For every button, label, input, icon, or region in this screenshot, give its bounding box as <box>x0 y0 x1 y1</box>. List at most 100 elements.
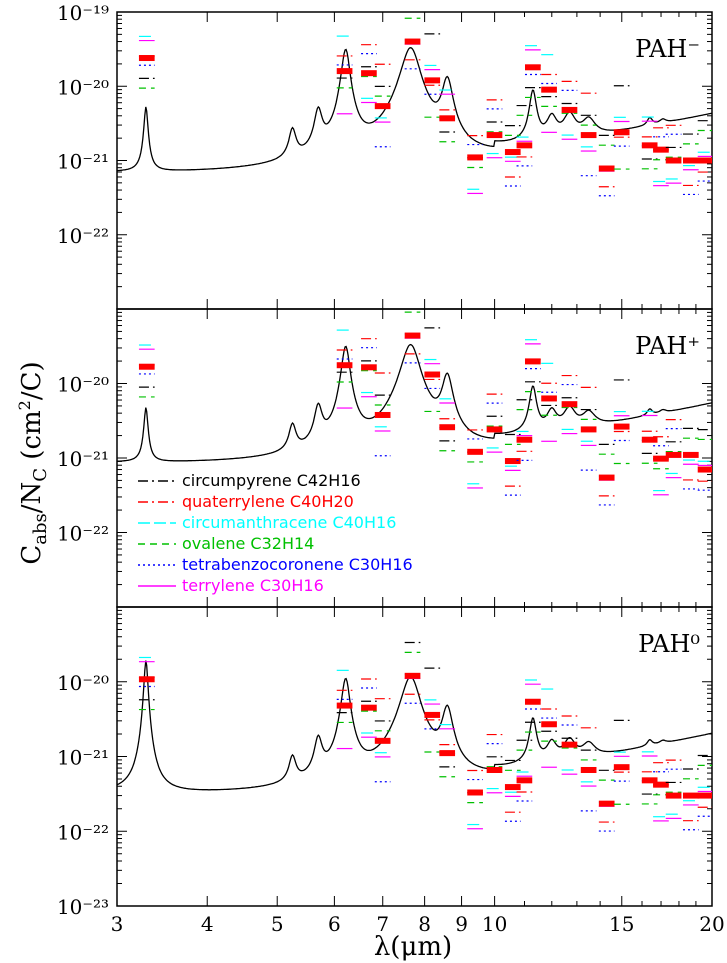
legend-entry: ovalene C32H14 <box>182 534 314 553</box>
average-bar <box>524 358 541 365</box>
plot-area <box>117 641 712 832</box>
average-bar <box>138 676 155 683</box>
average-bar <box>641 142 658 149</box>
panel-1: 10⁻²⁰ 10⁻²¹ 10⁻²² PAH⁺ <box>57 308 713 608</box>
x-tick-label: 9 <box>455 912 468 936</box>
average-bar <box>598 800 615 807</box>
average-bar <box>598 474 615 481</box>
average-bar <box>541 721 557 728</box>
x-tick-label: 5 <box>271 912 284 936</box>
panel-label: PAH⁻ <box>635 35 700 63</box>
x-tick-label: 20 <box>699 912 724 936</box>
average-bar <box>374 411 391 418</box>
average-bar <box>613 129 630 136</box>
average-bar <box>374 103 391 110</box>
average-bar <box>697 792 712 799</box>
plot-area <box>117 311 712 506</box>
average-bar <box>613 423 630 430</box>
average-bar <box>561 401 578 408</box>
x-tick-label: 3 <box>111 912 124 936</box>
average-bar <box>138 363 155 370</box>
average-bar <box>516 777 533 784</box>
y-tick-label: 10⁻²³ <box>57 895 109 919</box>
y-tick-label: 10⁻²² <box>57 820 109 844</box>
average-bar <box>504 149 521 156</box>
y-tick-label: 10⁻²¹ <box>57 447 109 471</box>
average-bar <box>404 672 421 679</box>
average-bar <box>613 764 630 771</box>
average-bar <box>580 426 597 433</box>
average-bar <box>467 448 483 455</box>
average-bar <box>653 146 669 153</box>
average-bar <box>682 792 699 799</box>
model-curve <box>117 660 712 791</box>
average-bar <box>516 142 533 149</box>
average-bar <box>404 332 421 339</box>
average-bar <box>138 55 155 62</box>
x-tick-label: 4 <box>201 912 214 936</box>
average-bar <box>336 68 353 75</box>
y-tick-label: 10⁻²⁰ <box>57 671 109 695</box>
legend-entry: circumanthracene C40H16 <box>182 513 396 532</box>
x-tick-label: 6 <box>328 912 341 936</box>
average-bar <box>504 784 521 791</box>
average-bar <box>486 426 503 433</box>
x-tick-label: 8 <box>418 912 431 936</box>
y-tick-label: 10⁻¹⁹ <box>57 1 109 25</box>
average-bar <box>439 424 456 431</box>
average-bar <box>641 436 658 443</box>
svg-text:Cabs/NC (cm2/C): Cabs/NC (cm2/C) <box>15 361 51 564</box>
model-curve <box>117 343 712 462</box>
average-bar <box>653 781 669 788</box>
average-bar <box>486 132 503 139</box>
average-bar <box>541 395 557 402</box>
y-axis-label: Cabs/NC (cm2/C) <box>15 361 51 564</box>
y-tick-label: 10⁻²¹ <box>57 150 109 174</box>
average-bar <box>682 451 699 458</box>
panel-label: PAH⁰ <box>638 630 700 658</box>
legend: circumpyrene C42H16 quaterrylene C40H20 ci… <box>138 471 413 595</box>
y-tick-label: 10⁻²⁰ <box>57 373 109 397</box>
average-bar <box>641 777 658 784</box>
average-bar <box>361 704 377 711</box>
legend-entry: tetrabenzocoronene C30H16 <box>182 555 413 574</box>
x-tick-label: 15 <box>609 912 634 936</box>
x-tick-label: 10 <box>482 912 507 936</box>
average-bar <box>524 64 541 71</box>
average-bar <box>561 741 578 748</box>
legend-entry: quaterrylene C40H20 <box>182 492 354 511</box>
panels: 10⁻¹⁹ 10⁻²⁰ 10⁻²¹ 10⁻²² PAH⁻ 10⁻²⁰ 10⁻²¹ 10⁻²² P… <box>57 1 725 936</box>
y-tick-label: 10⁻²⁰ <box>57 75 109 99</box>
panel-0: 10⁻¹⁹ 10⁻²⁰ 10⁻²¹ 10⁻²² PAH⁻ <box>57 1 713 310</box>
average-bar <box>653 455 669 462</box>
average-bar <box>439 115 456 122</box>
average-bar <box>504 458 521 465</box>
average-bar <box>486 766 503 773</box>
x-axis-label: λ(μm) <box>374 932 452 962</box>
average-bar <box>361 364 377 371</box>
panel-frame <box>116 11 713 310</box>
average-bar <box>697 466 712 473</box>
y-tick-label: 10⁻²¹ <box>57 746 109 770</box>
average-bar <box>424 711 441 718</box>
x-tick-label: 7 <box>376 912 389 936</box>
average-bar <box>424 77 441 84</box>
average-bar <box>697 157 712 164</box>
average-bar <box>524 698 541 705</box>
average-bar <box>424 371 441 378</box>
average-bar <box>665 157 682 164</box>
panel-2: 10⁻²⁰ 10⁻²¹ 10⁻²² 10⁻²³ PAH⁰ 3 4 5 6 7 8 9 10 15 20 <box>57 606 725 936</box>
average-bar <box>374 737 391 744</box>
average-bar <box>336 702 353 709</box>
average-bar <box>361 70 377 77</box>
average-bar <box>336 362 353 369</box>
average-bar <box>467 154 483 161</box>
average-bar <box>665 792 682 799</box>
average-bar <box>580 132 597 139</box>
average-bar <box>404 38 421 45</box>
legend-entry: terrylene C30H16 <box>182 576 324 595</box>
average-bar <box>665 451 682 458</box>
average-bar <box>682 157 699 164</box>
average-bar <box>541 86 557 93</box>
